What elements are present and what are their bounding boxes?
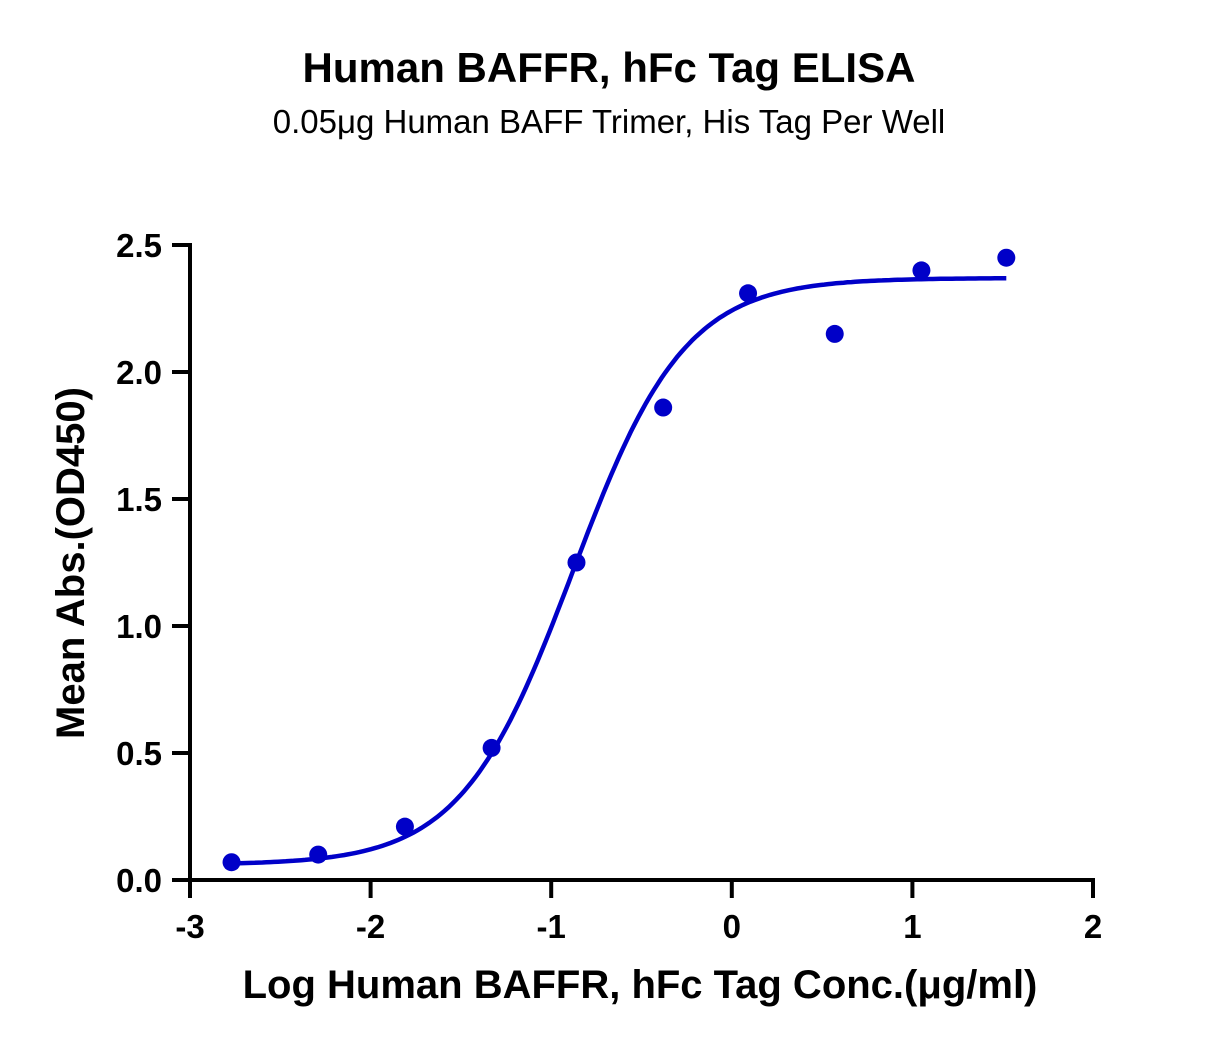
- y-axis-label: Mean Abs.(OD450): [49, 387, 93, 739]
- y-tick-label: 1.0: [116, 608, 162, 645]
- data-point: [912, 261, 931, 280]
- chart-subtitle: 0.05μg Human BAFF Trimer, His Tag Per We…: [272, 103, 946, 140]
- x-tick-label: 1: [903, 908, 921, 945]
- y-tick-label: 1.5: [116, 481, 162, 518]
- x-axis-label: Log Human BAFFR, hFc Tag Conc.(μg/ml): [243, 963, 1038, 1007]
- data-marks: [222, 248, 1016, 872]
- x-tick-label: -1: [537, 908, 566, 945]
- axes: 0.0 0.5 1.0 1.5 2.0 2.5 -3 -2 -1 0 1 2: [116, 227, 1102, 945]
- x-tick-label: 2: [1084, 908, 1102, 945]
- fit-curve: [231, 276, 1007, 866]
- data-point: [309, 845, 328, 864]
- data-point: [654, 398, 673, 417]
- data-point: [567, 553, 586, 572]
- data-point: [739, 284, 758, 303]
- y-tick-label: 2.5: [116, 227, 162, 264]
- data-point: [825, 324, 844, 343]
- y-tick-label: 0.5: [116, 735, 162, 772]
- data-point: [482, 738, 501, 757]
- x-tick-label: 0: [723, 908, 741, 945]
- data-point: [997, 248, 1016, 267]
- data-point: [222, 853, 241, 872]
- chart-title: Human BAFFR, hFc Tag ELISA: [302, 44, 916, 91]
- x-tick-label: -2: [356, 908, 385, 945]
- y-tick-label: 2.0: [116, 354, 162, 391]
- x-tick-label: -3: [175, 908, 204, 945]
- data-point: [395, 817, 414, 836]
- y-tick-label: 0.0: [116, 862, 162, 899]
